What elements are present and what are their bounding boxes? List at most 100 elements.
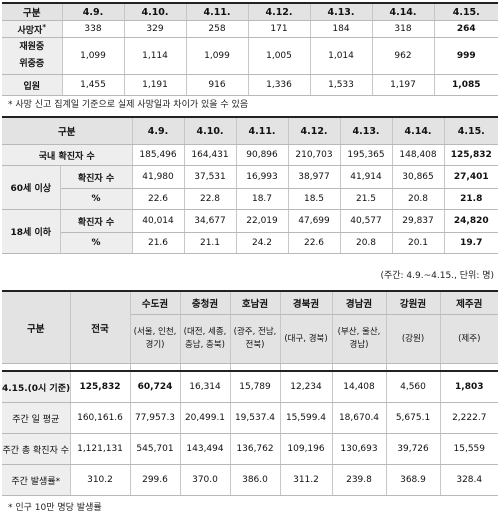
data-cell: 143,494 [180,433,231,465]
region-name: 경북권 [280,290,333,315]
data-cell: 16,993 [236,165,289,189]
data-cell: 338 [62,20,125,38]
data-cell: 318 [372,20,435,38]
header-cell: 4.15. [444,116,499,145]
header-cell: 4.13. [340,116,393,145]
data-cell: 370.0 [180,464,231,496]
row-label: % [60,188,133,210]
data-cell: 1,085 [434,74,498,96]
header-cell: 구분 [2,116,133,145]
data-cell: 21.8 [444,188,499,210]
data-cell: 1,336 [248,74,311,96]
data-cell: 1,114 [124,37,187,75]
header-cell: 구분 [2,290,71,364]
row-label: 재원중 위중증 [2,37,63,75]
data-cell: 5,675.1 [386,402,441,434]
data-cell: 1,455 [62,74,125,96]
region-subtitle: (부산, 울산, 경남) [332,314,387,364]
header-cell: 4.14. [372,2,435,21]
region-subtitle: (대전, 세종, 충남, 충북) [180,314,231,364]
data-cell: 239.8 [332,464,387,496]
data-cell: 962 [372,37,435,75]
data-cell: 60,724 [130,371,181,403]
data-cell: 40,014 [132,209,185,233]
unit-note: (주간: 4.9.~4.15., 단위: 명) [380,271,494,281]
header-cell: 4.13. [310,2,373,21]
data-cell: 386.0 [230,464,281,496]
table-header-row: 구분 4.9. 4.10. 4.11. 4.12. 4.13. 4.14. 4.… [2,116,499,145]
row-label: 주간 총 확진자 수 [2,433,71,465]
row-label: 확진자 수 [60,209,133,233]
data-cell: 185,496 [132,144,185,166]
header-cell: 4.10. [124,2,187,21]
data-cell: 1,533 [310,74,373,96]
header-cell: 4.14. [392,116,445,145]
data-cell: 130,693 [332,433,387,465]
hospitalization-table: 구분 4.9. 4.10. 4.11. 4.12. 4.13. 4.14. 4.… [2,2,498,96]
data-cell: 27,401 [444,165,499,189]
table-row: 입원 1,455 1,191 916 1,336 1,533 1,197 1,0… [2,74,498,96]
data-cell: 22.6 [288,232,341,254]
data-cell: 12,234 [280,371,333,403]
data-cell: 21.5 [340,188,393,210]
group-label: 18세 이하 [2,209,61,254]
data-cell: 264 [434,20,498,38]
table-row: 주간 총 확진자 수 1,121,131 545,701 143,494 136… [2,433,498,465]
header-cell: 4.15. [434,2,498,21]
region-name: 강원권 [386,290,441,315]
table-row: 주간 발생률* 310.2 299.6 370.0 386.0 311.2 23… [2,464,498,496]
data-cell: 184 [310,20,373,38]
data-cell: 18.7 [236,188,289,210]
data-cell: 19.7 [444,232,499,254]
header-cell: 4.12. [288,116,341,145]
data-cell: 311.2 [280,464,333,496]
table-spacer [2,363,498,372]
region-subtitle: (서울, 인천, 경기) [130,314,181,364]
data-cell: 22,019 [236,209,289,233]
incidence-note: * 인구 10만 명당 발생률 [8,503,102,513]
table-row: % 22.6 22.8 18.7 18.5 21.5 20.8 21.8 [2,188,499,210]
header-cell: 4.10. [184,116,237,145]
data-cell: 329 [124,20,187,38]
data-cell: 2,222.7 [440,402,498,434]
data-cell: 368.9 [386,464,441,496]
region-name: 충청권 [180,290,231,315]
table-row: 60세 이상 확진자 수 41,980 37,531 16,993 38,977… [2,165,499,210]
header-cell: 4.12. [248,2,311,21]
data-cell: 916 [186,74,249,96]
data-cell: 210,703 [288,144,341,166]
data-cell: 38,977 [288,165,341,189]
data-cell: 39,726 [386,433,441,465]
regional-table: 구분 전국 수도권 충청권 호남권 경북권 경남권 강원권 제주권 (서울, 인… [2,290,498,496]
data-cell: 18,670.4 [332,402,387,434]
data-cell: 1,014 [310,37,373,75]
data-cell: 21.1 [184,232,237,254]
header-cell: 4.11. [236,116,289,145]
table-header-row: (서울, 인천, 경기) (대전, 세종, 충남, 충북) (광주, 전남, 전… [2,314,498,364]
row-label: 사망자* [2,20,63,38]
data-cell: 90,896 [236,144,289,166]
data-cell: 125,832 [70,371,131,403]
row-label: 입원 [2,74,63,96]
data-cell: 328.4 [440,464,498,496]
data-cell: 1,121,131 [70,433,131,465]
data-cell: 4,560 [386,371,441,403]
data-cell: 20.1 [392,232,445,254]
data-cell: 109,196 [280,433,333,465]
data-cell: 1,099 [186,37,249,75]
data-cell: 1,005 [248,37,311,75]
data-cell: 160,161.6 [70,402,131,434]
row-label: 4.15.(0시 기준) [2,371,71,403]
data-cell: 40,577 [340,209,393,233]
table-row: 사망자* 338 329 258 171 184 318 264 [2,20,498,38]
data-cell: 15,599.4 [280,402,333,434]
row-label: 주간 일 평균 [2,402,71,434]
data-cell: 14,408 [332,371,387,403]
data-cell: 258 [186,20,249,38]
data-cell: 164,431 [184,144,237,166]
data-cell: 47,699 [288,209,341,233]
data-cell: 20.8 [392,188,445,210]
data-cell: 136,762 [230,433,281,465]
data-cell: 24.2 [236,232,289,254]
data-cell: 310.2 [70,464,131,496]
